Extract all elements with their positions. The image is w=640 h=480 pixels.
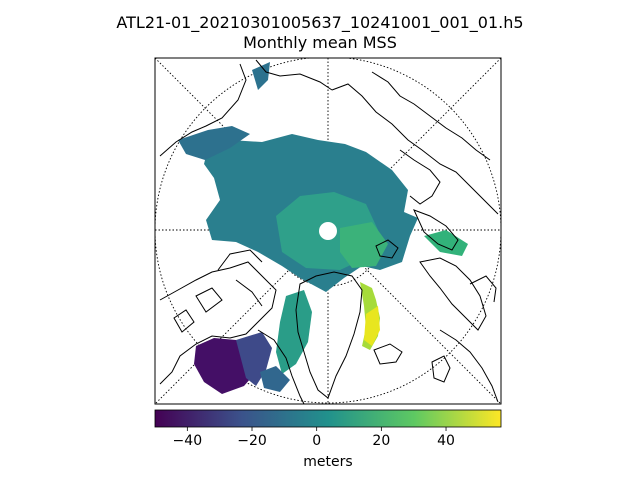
siberia-coast — [331, 83, 499, 215]
iceland — [373, 343, 403, 365]
scandinavia-coast — [419, 257, 487, 331]
colorbar-tick-label: 40 — [437, 433, 455, 449]
colorbar-label: meters — [303, 454, 353, 470]
svalbard — [375, 239, 399, 259]
title-filename: ATL21-01_20210301005637_10241001_001_01.… — [116, 13, 524, 32]
pole-hole — [319, 222, 337, 240]
greenland-coast — [295, 271, 363, 399]
uk-coast — [431, 355, 451, 383]
canadian-archipelago — [173, 249, 263, 333]
east-siberia-coast — [255, 59, 333, 91]
mss-data — [178, 62, 468, 394]
canada-basin-data — [178, 126, 250, 160]
baltic-coast — [469, 275, 497, 303]
colorbar-tick-label: −20 — [237, 433, 267, 449]
title-subtitle: Monthly mean MSS — [243, 33, 397, 52]
taymyr-coast — [399, 149, 441, 205]
map-frame — [154, 57, 502, 405]
barents-data — [424, 230, 468, 256]
colorbar-tick-label: 20 — [372, 433, 391, 449]
baffin-data — [276, 290, 312, 374]
alaska-coast — [159, 63, 247, 157]
siberia-interior — [371, 71, 491, 161]
labrador-data — [260, 366, 290, 392]
colorbar-tick-label: 0 — [312, 433, 322, 449]
bering-data — [252, 62, 270, 90]
canada-coast — [159, 261, 277, 385]
colorbar-tick-label: −40 — [172, 433, 203, 449]
colorbar-tick-marks — [186, 427, 447, 431]
labrador-coast — [257, 329, 305, 404]
atlantic-side-data — [340, 222, 388, 268]
europe-coast — [439, 329, 499, 403]
novaya-zemlya — [413, 209, 459, 251]
coastlines — [159, 59, 499, 404]
east-greenland-data — [364, 306, 380, 346]
colorbar — [154, 409, 502, 428]
